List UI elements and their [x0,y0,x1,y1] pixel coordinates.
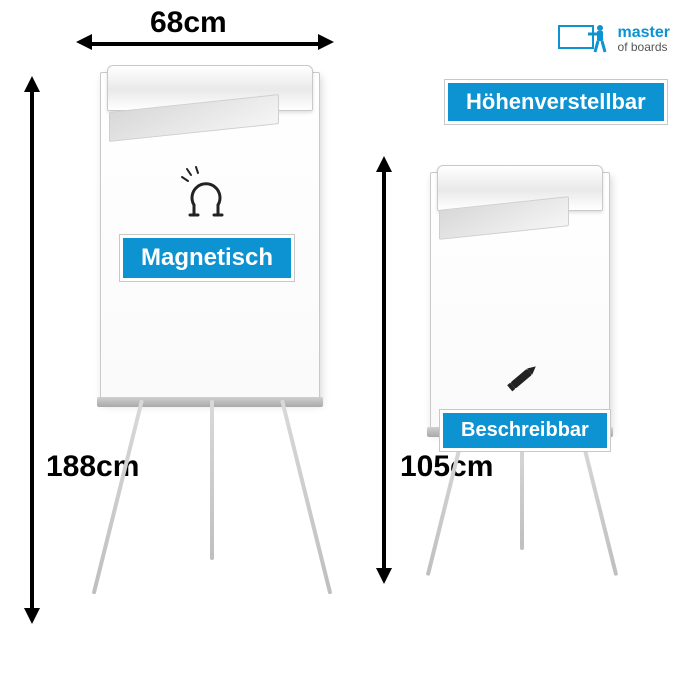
width-arrow-head-right [318,34,334,50]
flipchart-small-legs [430,432,610,582]
width-arrow-head-left [76,34,92,50]
height-short-arrow-head-down [376,568,392,584]
leg [578,430,618,577]
height-short-arrow-line [382,170,386,570]
width-dimension-label: 68cm [150,6,227,40]
leg [91,400,143,595]
width-arrow-line [90,42,320,46]
pen-icon [500,356,544,405]
leg [210,400,214,560]
leg [280,400,332,595]
flipchart-large [100,72,320,602]
badge-height-adjustable: Höhenverstellbar [445,80,667,124]
badge-writable: Beschreibbar [440,410,610,451]
height-short-arrow-head-up [376,156,392,172]
presenter-icon [558,22,610,56]
badge-magnetic: Magnetisch [120,235,294,281]
height-tall-arrow-line [30,90,34,610]
height-tall-arrow-head-down [24,608,40,624]
magnet-icon [178,165,234,226]
brand-logo-line1: master [618,25,670,41]
brand-logo-text: master of boards [618,25,670,53]
brand-logo-line2: of boards [618,41,670,53]
leg [426,430,466,577]
infographic-stage: 68cm 188cm 105cm [0,0,700,700]
brand-logo: master of boards [558,22,670,56]
flipchart-large-legs [100,402,320,602]
height-tall-arrow-head-up [24,76,40,92]
